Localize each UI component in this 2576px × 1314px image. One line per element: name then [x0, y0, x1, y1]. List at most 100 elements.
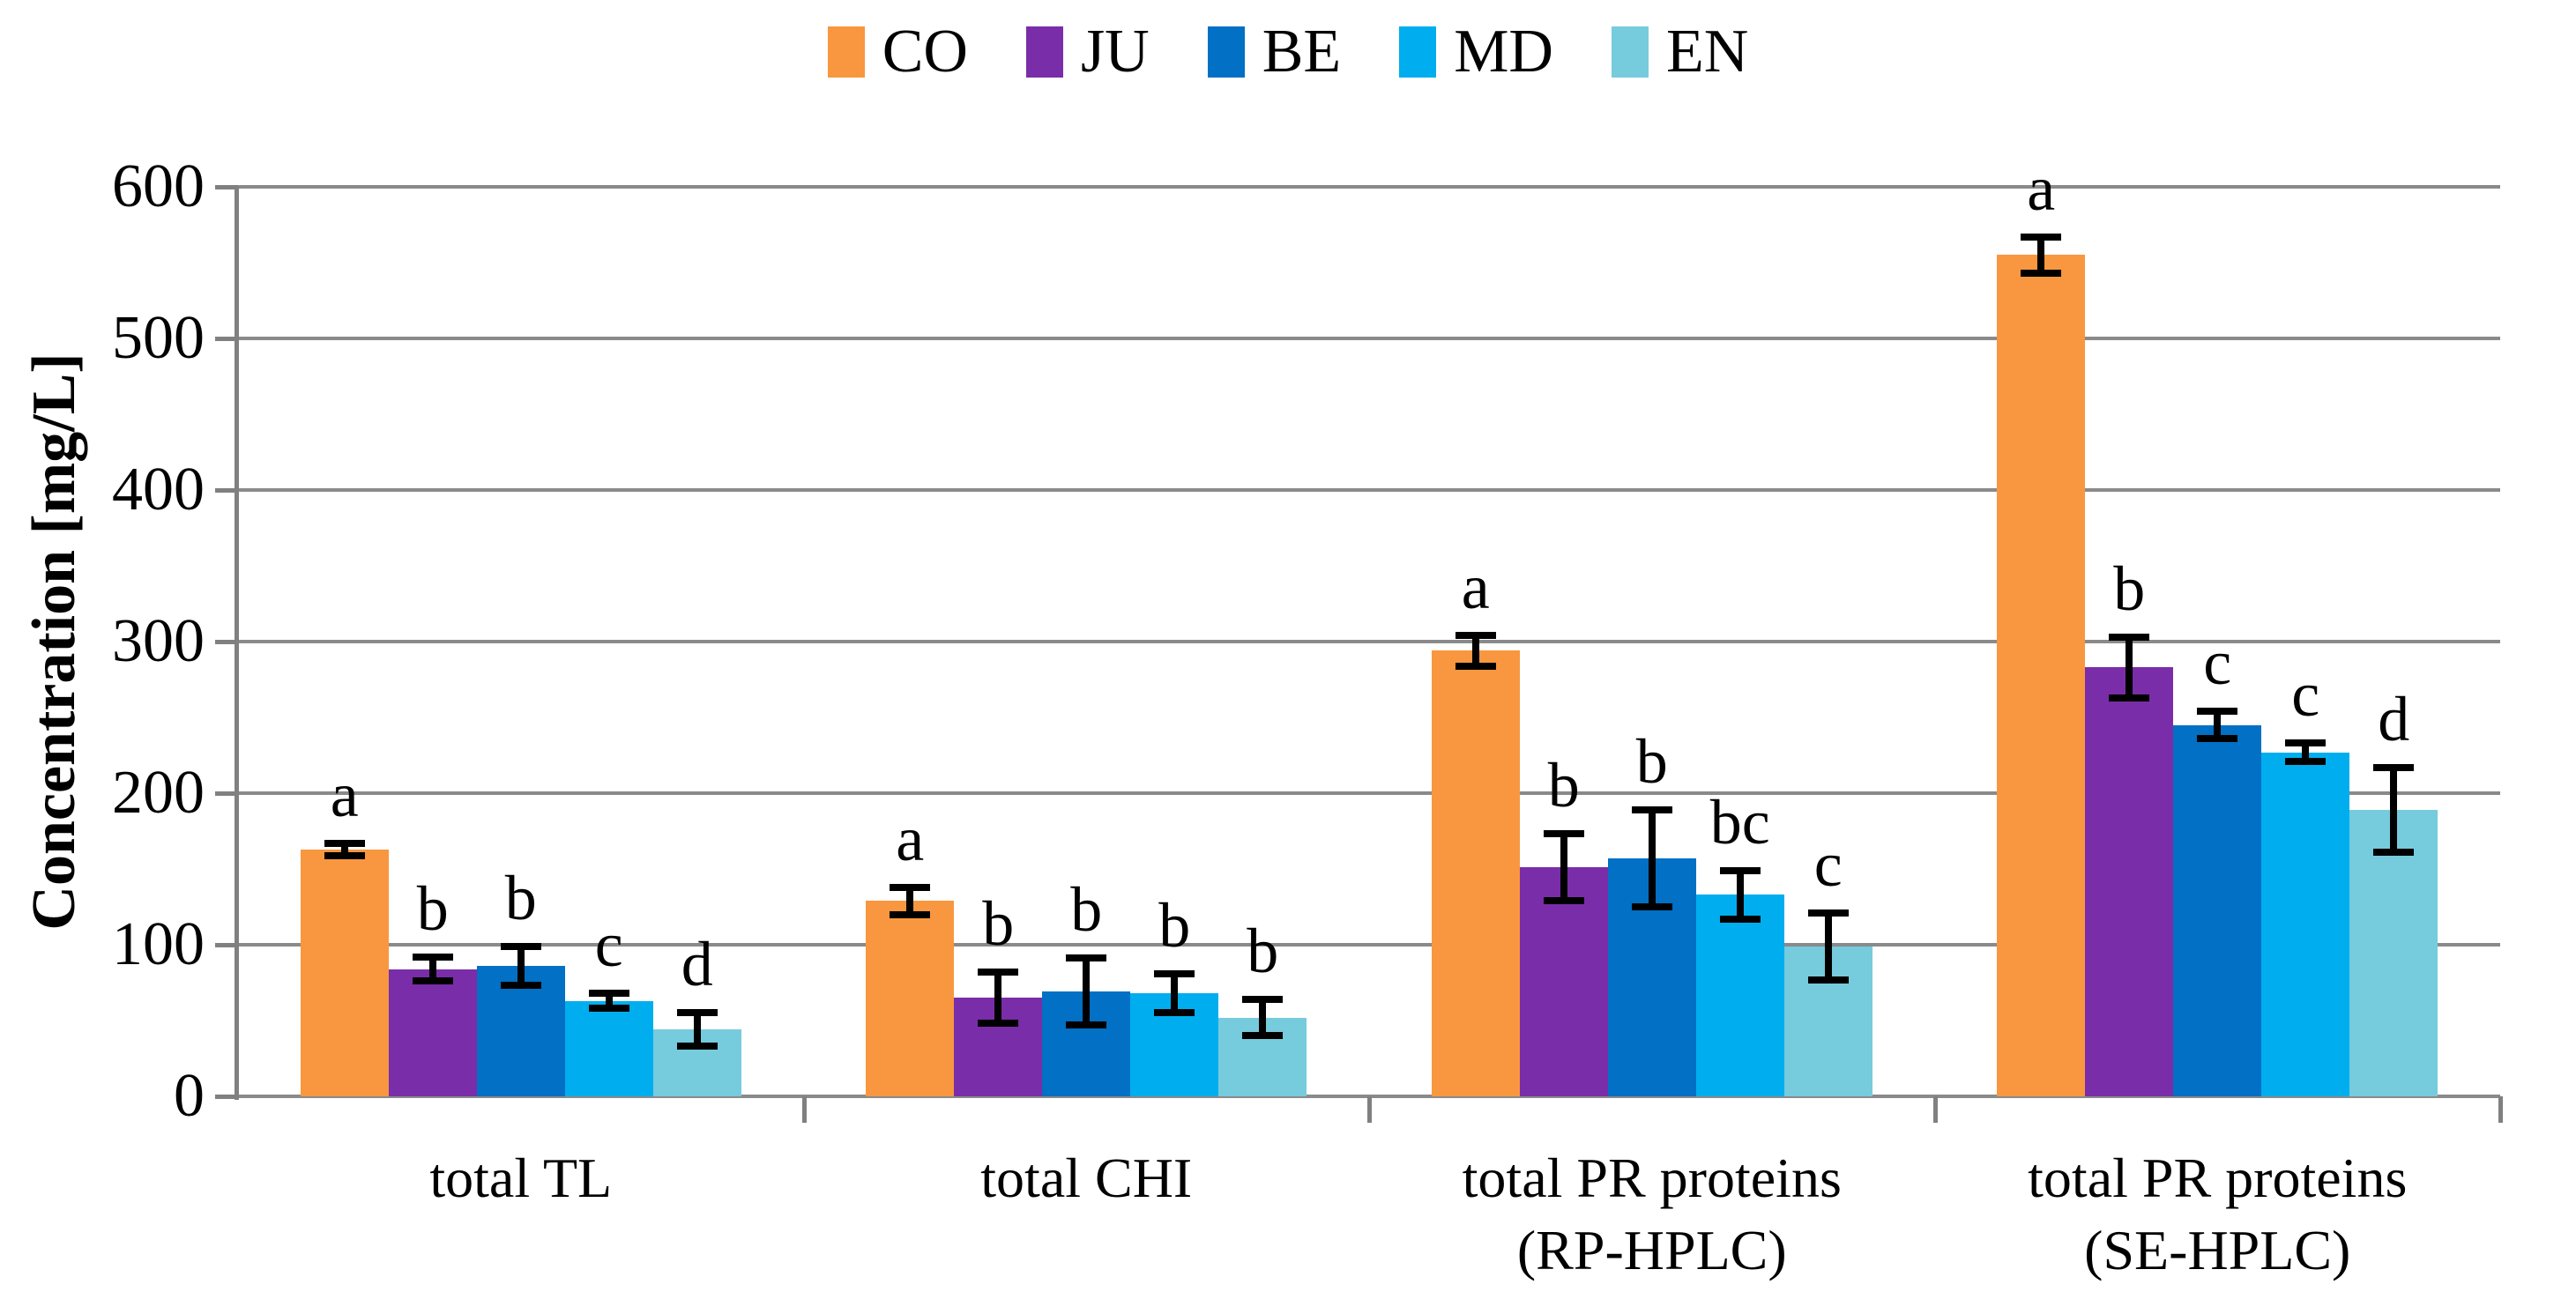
legend-swatch-icon: [1611, 26, 1649, 78]
error-bar-cap: [1543, 830, 1584, 838]
legend-swatch-icon: [1399, 26, 1437, 78]
error-bar: [1083, 958, 1091, 1026]
y-tick-label: 0: [174, 1062, 205, 1130]
y-tick: [215, 488, 238, 493]
error-bar: [340, 843, 348, 856]
sig-letter: a: [330, 759, 359, 830]
gridline: [238, 640, 2500, 643]
y-tick-label: 600: [112, 152, 205, 220]
legend-item-co: CO: [827, 17, 968, 87]
error-bar: [994, 971, 1002, 1024]
legend-label: BE: [1262, 18, 1342, 85]
sig-letter: b: [1547, 750, 1580, 821]
sig-letter: bc: [1709, 786, 1770, 857]
legend-swatch-icon: [1207, 26, 1245, 78]
sig-letter: d: [681, 929, 713, 1000]
y-tick: [215, 185, 238, 189]
error-bar: [1824, 912, 1832, 980]
legend-swatch-icon: [827, 26, 865, 78]
gridline: [238, 943, 2500, 947]
bar-co: [1431, 650, 1520, 1096]
y-tick: [215, 943, 238, 947]
legend: CO JU BE MD EN: [0, 14, 2576, 90]
sig-letter: b: [416, 872, 449, 944]
x-category-label: total TL: [429, 1147, 613, 1209]
error-bar: [517, 946, 525, 986]
legend-item-be: BE: [1207, 17, 1342, 87]
error-bar-cap: [1154, 1009, 1195, 1017]
error-bar-cap: [1719, 866, 1761, 874]
error-bar-cap: [2197, 735, 2238, 743]
error-bar: [605, 993, 613, 1009]
error-bar-cap: [1455, 632, 1496, 640]
error-bar-cap: [2109, 694, 2150, 702]
error-bar-cap: [2109, 633, 2150, 641]
error-bar-cap: [1807, 976, 1849, 984]
error-bar-cap: [324, 851, 365, 859]
error-bar-cap: [978, 1020, 1019, 1028]
error-bar-cap: [978, 968, 1019, 976]
sig-letter: b: [1247, 915, 1279, 986]
sig-letter: b: [1070, 874, 1103, 946]
error-bar-cap: [1242, 1032, 1284, 1040]
bar-ju: [2085, 667, 2174, 1096]
y-tick-label: 200: [112, 759, 205, 827]
error-bar-cap: [2197, 708, 2238, 716]
x-tick: [1932, 1096, 1938, 1123]
sig-letter: a: [2027, 152, 2056, 224]
bar-ju: [1519, 867, 1608, 1096]
error-bar-cap: [412, 977, 453, 985]
legend-swatch-icon: [1025, 26, 1063, 78]
sig-letter: c: [2291, 659, 2320, 731]
error-bar: [1648, 809, 1656, 907]
legend-label: JU: [1080, 18, 1150, 85]
error-bar-cap: [2373, 763, 2415, 771]
x-category-label: total PR proteins (SE-HPLC): [2028, 1147, 2408, 1281]
gridline: [238, 488, 2500, 492]
error-bar-cap: [1807, 909, 1849, 917]
error-bar-cap: [1154, 969, 1195, 977]
sig-letter: b: [1635, 725, 1668, 797]
x-category-label: total CHI: [980, 1147, 1193, 1209]
error-bar: [2214, 711, 2222, 739]
error-bar: [1560, 834, 1567, 902]
error-bar: [1171, 973, 1179, 1013]
error-bar-cap: [588, 1005, 629, 1013]
error-bar-cap: [890, 883, 931, 891]
gridline: [238, 185, 2500, 189]
error-bar-cap: [2285, 739, 2327, 747]
bar-md: [1695, 895, 1784, 1096]
error-bar: [2390, 767, 2398, 853]
error-bar: [1259, 998, 1267, 1036]
bar-ju: [388, 969, 477, 1096]
sig-letter: b: [982, 887, 1015, 959]
y-tick: [215, 640, 238, 644]
sig-letter: d: [2378, 683, 2410, 754]
sig-letter: a: [896, 803, 925, 874]
bar-co: [300, 849, 389, 1096]
x-tick: [1367, 1096, 1372, 1123]
bar-co: [1997, 255, 2086, 1096]
error-bar-cap: [1242, 995, 1284, 1003]
bar-md: [564, 1000, 653, 1096]
error-bar-cap: [1543, 897, 1584, 905]
legend-label: CO: [882, 18, 968, 85]
sig-letter: a: [1461, 552, 1490, 623]
sig-letter: c: [594, 909, 623, 981]
error-bar-cap: [500, 942, 541, 950]
sig-letter: b: [504, 862, 537, 933]
error-bar: [2037, 236, 2045, 274]
bar-md: [2261, 752, 2350, 1096]
y-tick: [215, 337, 238, 341]
error-bar: [1471, 635, 1479, 666]
error-bar-cap: [1631, 805, 1672, 813]
error-bar-cap: [500, 982, 541, 990]
gridline: [238, 791, 2500, 795]
legend-label: MD: [1454, 18, 1553, 85]
x-category-label: total PR proteins (RP-HPLC): [1462, 1147, 1842, 1281]
error-bar-cap: [2285, 757, 2327, 765]
x-tick: [2498, 1096, 2503, 1123]
error-bar-cap: [588, 990, 629, 998]
sig-letter: b: [2113, 553, 2146, 624]
